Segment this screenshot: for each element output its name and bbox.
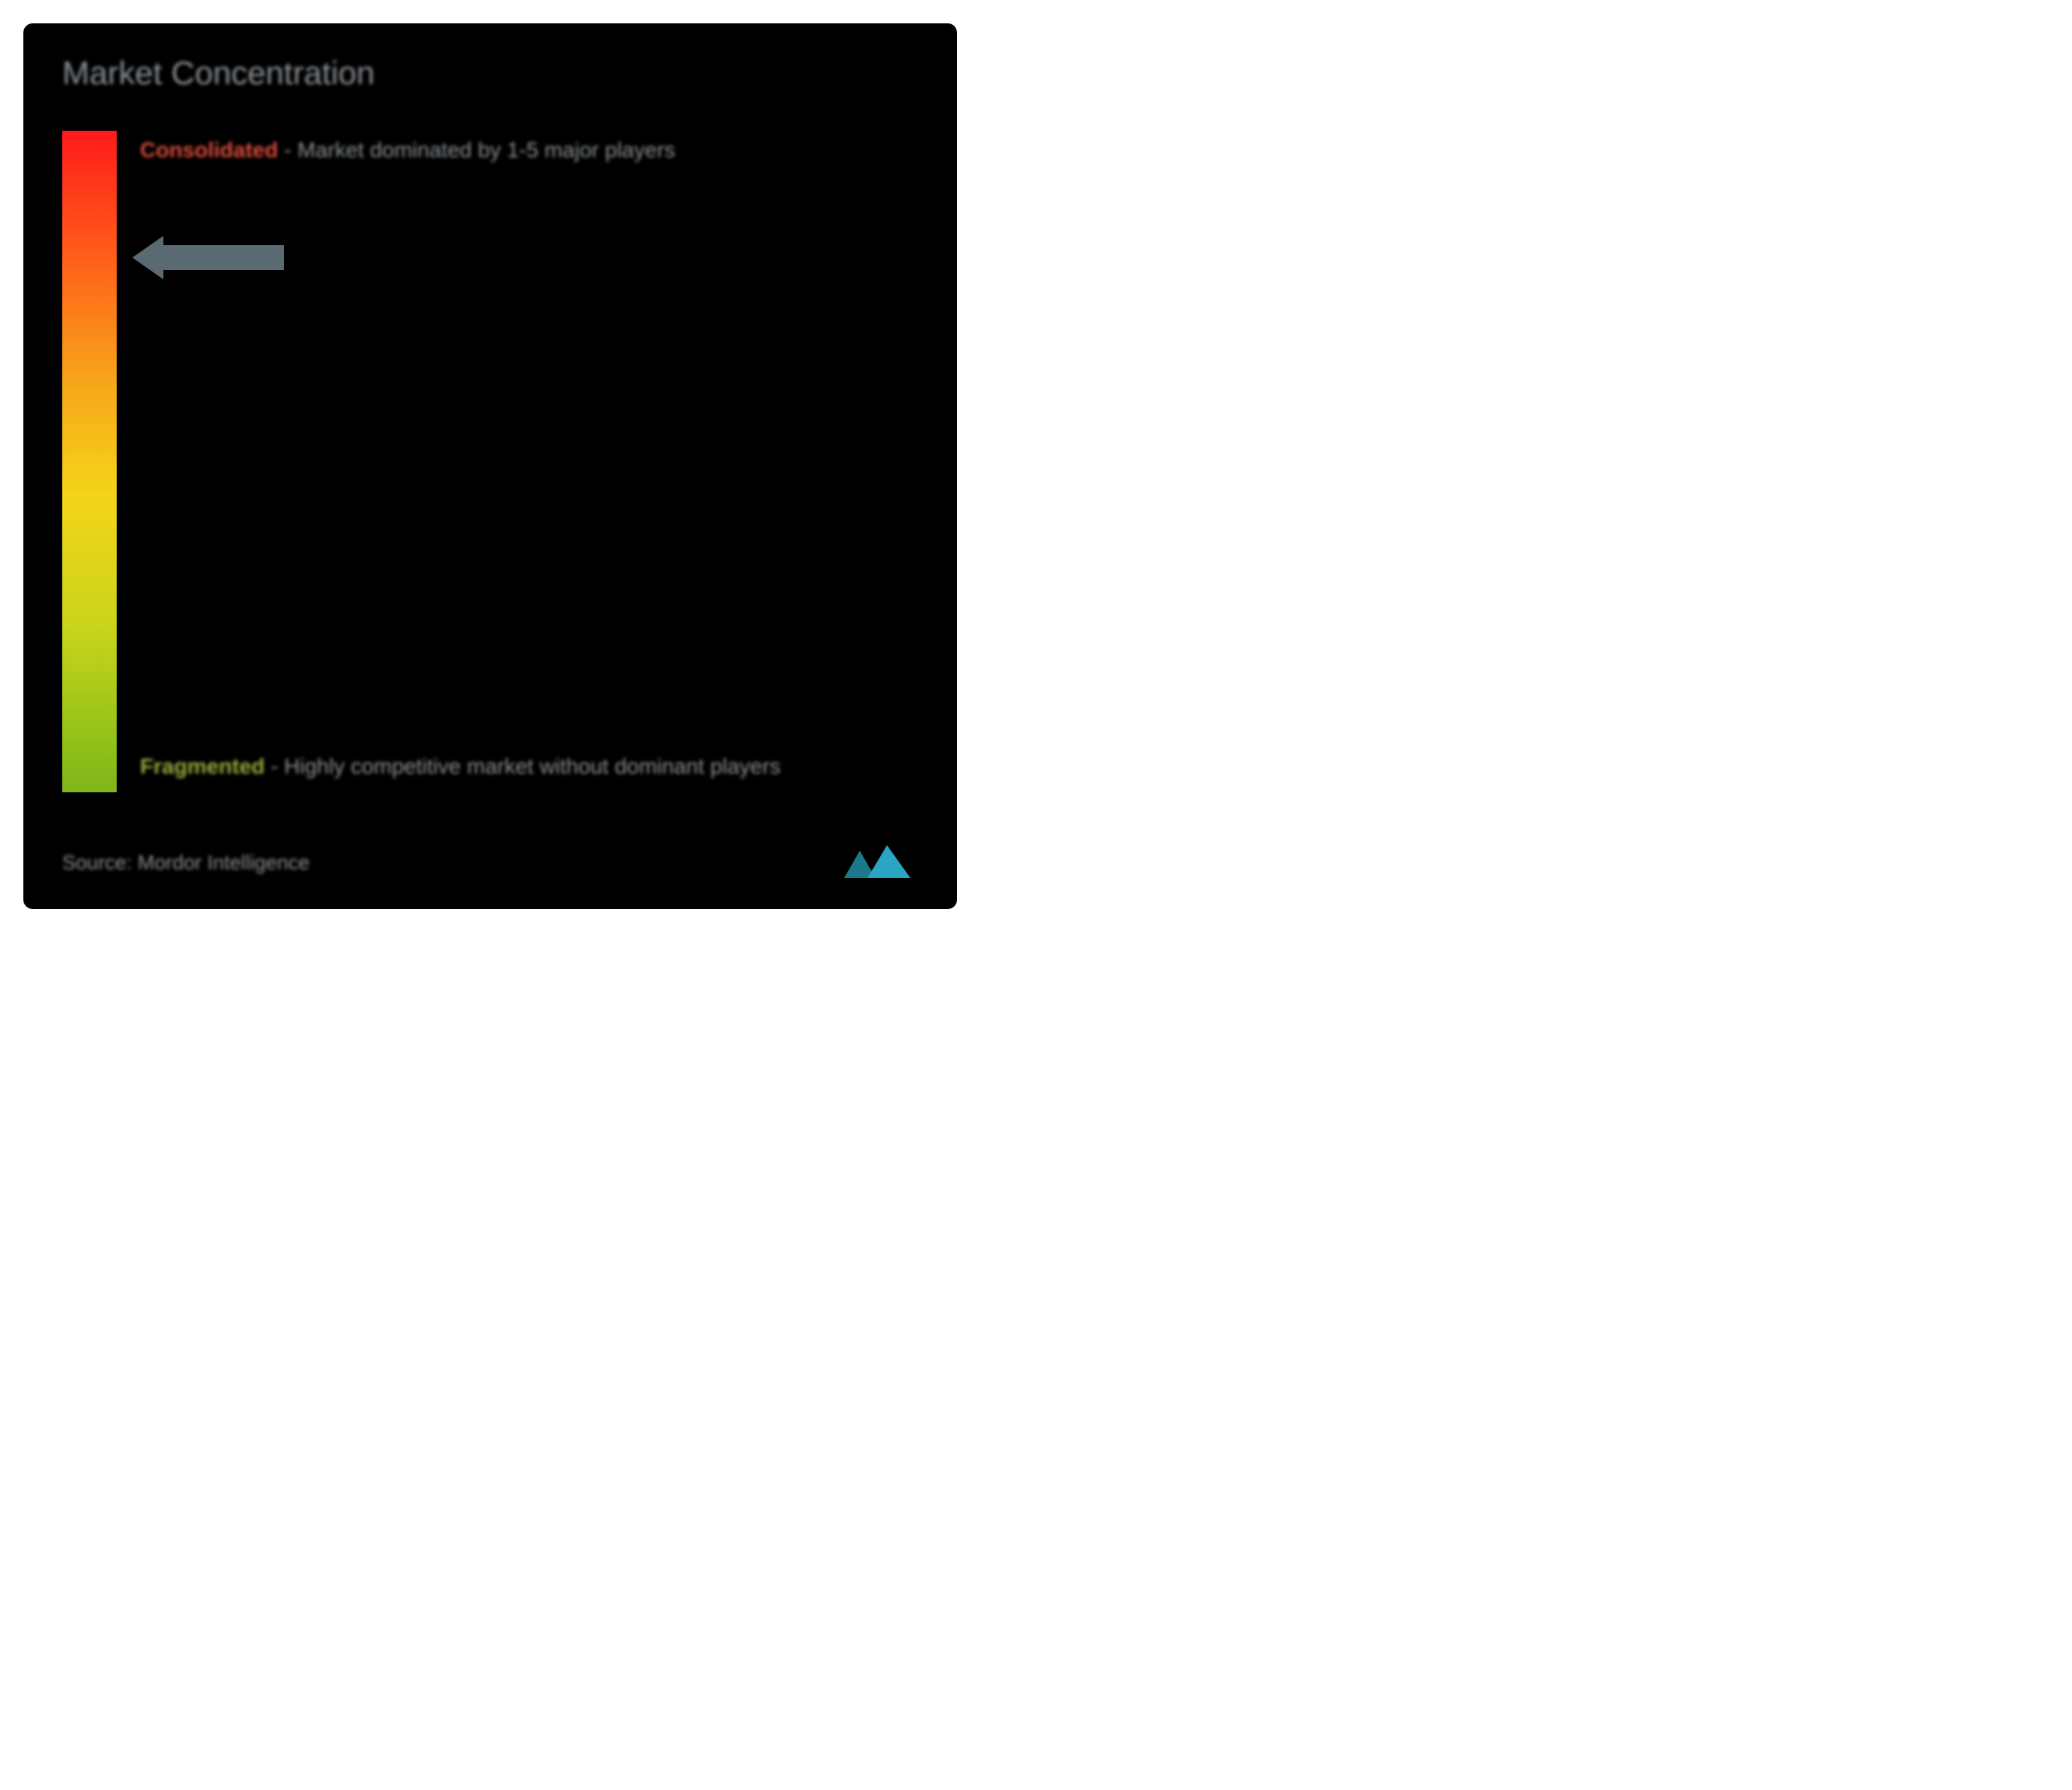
labels-area: Consolidated - Market dominated by 1-5 m… bbox=[140, 131, 918, 792]
source-name: Mordor Intelligence bbox=[138, 851, 310, 874]
fragmented-description: - Highly competitive market without domi… bbox=[271, 754, 780, 778]
footer: Source: Mordor Intelligence bbox=[62, 839, 918, 886]
source-text: Source: Mordor Intelligence bbox=[62, 851, 310, 875]
consolidated-label: Consolidated - Market dominated by 1-5 m… bbox=[140, 135, 675, 165]
concentration-gradient-bar bbox=[62, 131, 117, 792]
fragmented-label: Fragmented - Highly competitive market w… bbox=[140, 749, 780, 784]
infographic-card: Market Concentration bbox=[23, 23, 957, 909]
consolidated-highlight: Consolidated bbox=[140, 138, 278, 162]
mordor-logo-icon bbox=[840, 839, 918, 886]
consolidated-description: - Market dominated by 1-5 major players bbox=[284, 138, 675, 162]
gradient-svg bbox=[62, 131, 117, 792]
arrow-body bbox=[163, 245, 284, 270]
source-label: Source: bbox=[62, 851, 132, 874]
fragmented-highlight: Fragmented bbox=[140, 754, 265, 778]
arrow-head-icon bbox=[132, 236, 163, 279]
indicator-arrow bbox=[132, 236, 284, 279]
chart-title: Market Concentration bbox=[62, 54, 918, 92]
chart-content: Consolidated - Market dominated by 1-5 m… bbox=[62, 131, 918, 792]
